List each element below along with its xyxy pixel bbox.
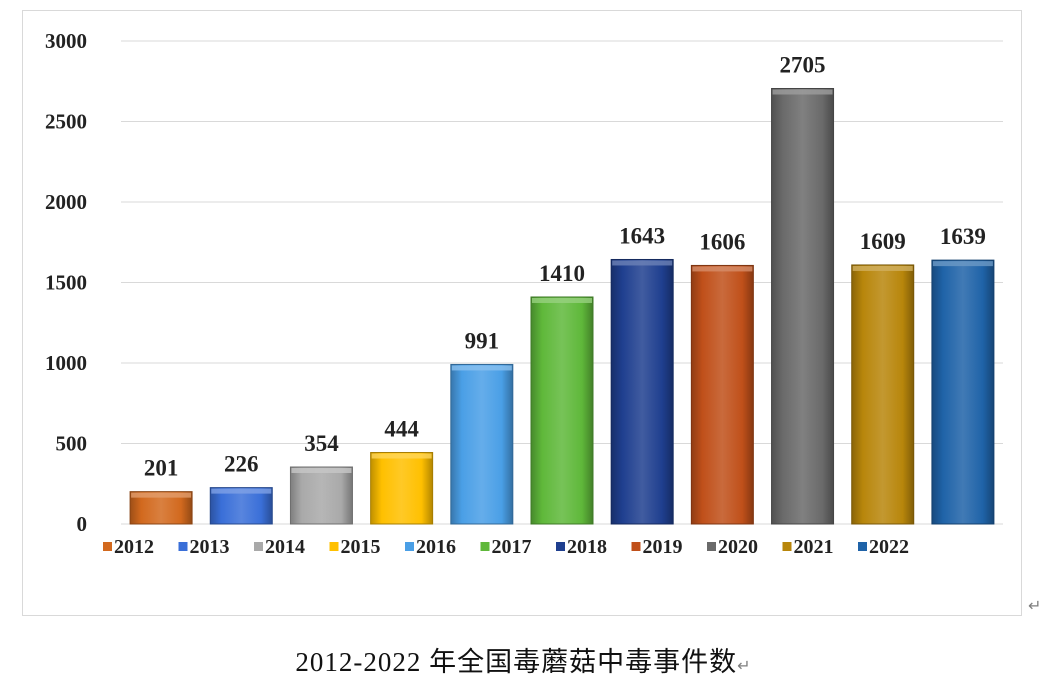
bar-2020: [771, 87, 835, 525]
legend-label-2022: 2022: [869, 536, 909, 558]
legend-swatch-2012: [103, 542, 112, 551]
data-label-2016: 991: [465, 328, 500, 353]
bar-top-bevel: [852, 265, 913, 271]
bar-top-bevel: [692, 266, 753, 272]
caption-return-mark: ↵: [737, 656, 752, 675]
bar-2017: [530, 296, 594, 525]
legend-label-2021: 2021: [794, 536, 834, 558]
legend-label-2012: 2012: [114, 536, 154, 558]
bar-top-bevel: [772, 89, 833, 95]
y-tick-label: 500: [56, 432, 88, 456]
caption-text: 2012-2022 年全国毒蘑菇中毒事件数: [295, 647, 738, 677]
data-labels: 201 226 354 444 991 1410 1643 1606 2705 1609 1639: [144, 52, 986, 480]
data-label-2021: 1609: [860, 229, 906, 254]
y-tick-label: 2000: [45, 190, 87, 214]
legend-label-2019: 2019: [643, 536, 683, 558]
bar-2013: [209, 487, 273, 525]
bar-top-bevel: [211, 488, 272, 494]
bar-2016: [450, 363, 514, 525]
legend-label-2017: 2017: [492, 536, 532, 558]
bar-top-bevel: [532, 297, 592, 303]
legend-swatch-2020: [707, 542, 716, 551]
y-tick-label: 3000: [45, 29, 87, 53]
data-label-2014: 354: [304, 431, 339, 456]
data-label-2020: 2705: [780, 52, 826, 77]
legend-swatch-2013: [178, 542, 188, 551]
bar-2021: [851, 264, 915, 525]
bar-top-bevel: [451, 365, 512, 371]
legend-label-2020: 2020: [718, 536, 758, 558]
frame-return-mark: ↵: [1028, 596, 1042, 615]
data-label-2013: 226: [224, 452, 258, 477]
bar-2015: [370, 452, 434, 525]
legend-swatch-2021: [782, 542, 792, 551]
bars: [129, 87, 995, 525]
legend-swatch-2019: [631, 542, 641, 551]
legend-label-2015: 2015: [341, 536, 381, 558]
data-label-2017: 1410: [539, 261, 585, 286]
data-label-2018: 1643: [619, 223, 665, 248]
bar-2019: [690, 264, 754, 525]
data-label-2022: 1639: [940, 224, 986, 249]
legend-label-2014: 2014: [265, 536, 305, 558]
data-label-2015: 444: [384, 417, 419, 442]
y-tick-label: 1000: [45, 351, 87, 375]
legend-swatch-2018: [556, 542, 565, 551]
legend-label-2018: 2018: [567, 536, 607, 558]
legend-label-2013: 2013: [190, 536, 230, 558]
bar-top-bevel: [612, 260, 673, 266]
legend-label-2016: 2016: [416, 536, 456, 558]
y-tick-label: 2500: [45, 110, 87, 134]
bar-2018: [610, 258, 674, 525]
data-label-2012: 201: [144, 456, 179, 481]
bar-2014: [289, 466, 353, 525]
chart-frame: 0 500 1000 1500 2000 2500 3000 201 226 354 444 991…: [22, 10, 1022, 616]
y-tick-label: 0: [77, 512, 88, 536]
bar-top-bevel: [371, 453, 432, 459]
data-label-2019: 1606: [699, 229, 745, 254]
bar-2022: [931, 259, 995, 525]
bar-top-bevel: [131, 492, 192, 498]
legend-swatch-2016: [405, 542, 414, 551]
y-tick-label: 1500: [45, 271, 87, 295]
legend-swatch-2017: [480, 542, 490, 551]
chart-caption: 2012-2022 年全国毒蘑菇中毒事件数↵: [0, 640, 1047, 679]
legend-swatch-2014: [254, 542, 263, 551]
legend-swatch-2022: [858, 542, 867, 551]
legend: 2012 2013 2014 2015 2016 2017 2018 2019 2020 2021…: [103, 536, 909, 558]
bar-chart: 0 500 1000 1500 2000 2500 3000 201 226 354 444 991…: [45, 29, 1003, 558]
bar-top-bevel: [291, 468, 352, 474]
legend-swatch-2015: [329, 542, 339, 551]
y-axis-ticks: 0 500 1000 1500 2000 2500 3000: [45, 29, 87, 536]
bar-top-bevel: [932, 261, 993, 267]
